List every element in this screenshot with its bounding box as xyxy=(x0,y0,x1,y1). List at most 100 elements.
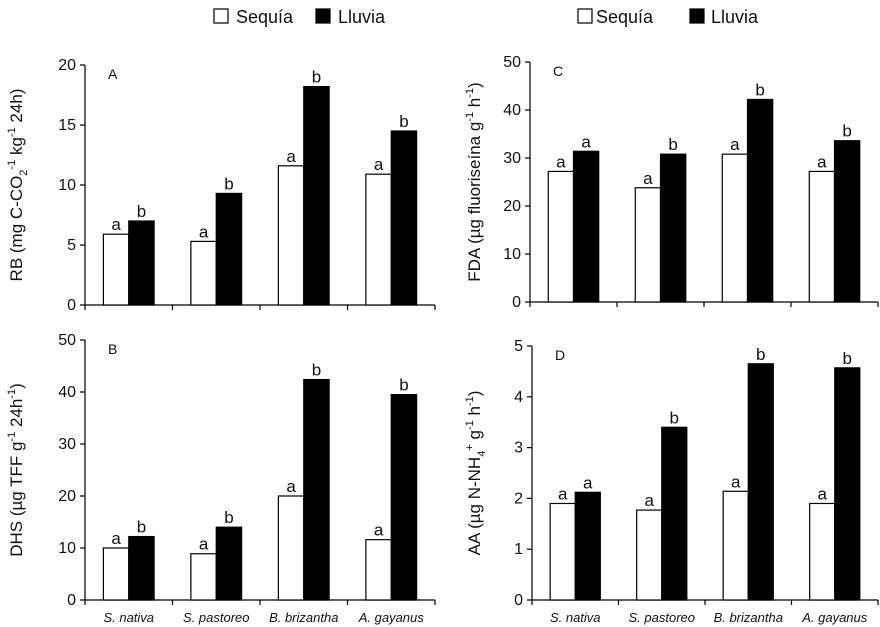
significance-letter: b xyxy=(137,518,146,537)
bar-sequia xyxy=(721,153,749,303)
category-label: A. gayanus xyxy=(801,610,868,625)
bar-sequia xyxy=(636,509,663,601)
bar-lluvia xyxy=(215,526,243,601)
bar-lluvia xyxy=(659,153,687,303)
bar-sequia xyxy=(365,173,392,306)
category-label: S. nativa xyxy=(103,610,154,625)
bar-lluvia xyxy=(215,192,243,306)
y-tick-label: 20 xyxy=(503,198,521,215)
y-axis-label: RB (mg C-CO2-1 kg-1 24h) xyxy=(6,89,30,282)
bar-lluvia xyxy=(303,378,330,601)
y-tick-label: 0 xyxy=(512,294,521,311)
significance-letter: a xyxy=(644,491,654,510)
panel-letter: A xyxy=(108,66,118,82)
category-label: S. pastoreo xyxy=(183,610,250,625)
significance-letter: b xyxy=(399,112,408,131)
y-tick-label: 50 xyxy=(58,332,76,349)
y-axis-label: DHS (µg TFF g-1 24h-1) xyxy=(6,383,26,557)
y-tick-label: 5 xyxy=(514,338,523,355)
significance-letter: b xyxy=(224,508,233,527)
significance-letter: b xyxy=(312,68,321,87)
legend-left: Sequía Lluvia xyxy=(213,7,386,27)
bar-lluvia xyxy=(303,85,330,306)
legend-swatch-sequia xyxy=(577,8,593,24)
bar-sequia xyxy=(277,495,305,601)
bar-sequia xyxy=(277,165,305,306)
y-tick-label: 15 xyxy=(58,117,76,134)
significance-letter: a xyxy=(558,484,568,503)
legend-swatch-lluvia xyxy=(315,8,331,24)
y-tick-label: 10 xyxy=(58,177,76,194)
bar-lluvia xyxy=(747,363,774,601)
y-tick-label: 50 xyxy=(503,54,521,71)
legend-swatch-lluvia xyxy=(689,8,705,24)
significance-letter: a xyxy=(730,135,740,154)
significance-letter: a xyxy=(583,473,593,492)
y-axis-label: AA (µg N-NH4+ g-1 h-1) xyxy=(464,391,488,556)
legend-label-sequia: Sequía xyxy=(596,7,654,27)
bar-sequia xyxy=(190,240,217,306)
panel-letter: B xyxy=(108,341,117,357)
significance-letter: a xyxy=(817,152,827,171)
bar-sequia xyxy=(808,170,836,303)
category-label: S. pastoreo xyxy=(629,610,696,625)
bar-lluvia xyxy=(128,220,155,306)
bar-sequia xyxy=(547,170,575,303)
category-label: B. brizantha xyxy=(714,610,783,625)
significance-letter: a xyxy=(199,222,209,241)
significance-letter: a xyxy=(581,132,591,151)
legend-label-lluvia: Lluvia xyxy=(338,7,386,27)
significance-letter: a xyxy=(286,147,296,166)
bar-sequia xyxy=(809,502,836,601)
significance-letter: b xyxy=(224,174,233,193)
y-tick-label: 0 xyxy=(67,297,76,314)
bar-lluvia xyxy=(390,394,418,601)
significance-letter: b xyxy=(399,376,408,395)
significance-letter: a xyxy=(199,535,209,554)
y-tick-label: 10 xyxy=(503,246,521,263)
significance-letter: a xyxy=(111,215,121,234)
y-tick-label: 4 xyxy=(514,389,523,406)
bar-sequia xyxy=(365,539,392,601)
y-tick-label: 0 xyxy=(514,592,523,609)
bar-sequia xyxy=(102,233,130,306)
significance-letter: a xyxy=(817,484,827,503)
significance-letter: b xyxy=(755,80,764,99)
bar-lluvia xyxy=(834,367,861,601)
bar-sequia xyxy=(102,547,130,601)
significance-letter: a xyxy=(111,529,121,548)
significance-letter: b xyxy=(668,135,677,154)
y-tick-label: 20 xyxy=(58,57,76,74)
significance-letter: b xyxy=(137,202,146,221)
bar-lluvia xyxy=(661,426,688,601)
y-tick-label: 10 xyxy=(58,540,76,557)
y-tick-label: 2 xyxy=(514,490,523,507)
category-label: B. brizantha xyxy=(269,610,338,625)
significance-letter: b xyxy=(756,345,765,364)
significance-letter: a xyxy=(374,521,384,540)
panel-letter: D xyxy=(555,347,565,363)
bar-lluvia xyxy=(833,140,861,303)
bar-lluvia xyxy=(574,491,601,601)
y-tick-label: 5 xyxy=(67,237,76,254)
y-tick-label: 0 xyxy=(67,592,76,609)
category-label: A. gayanus xyxy=(358,610,425,625)
y-tick-label: 30 xyxy=(503,150,521,167)
y-axis-label: FDA (µg fluoriseína g-1 h-1) xyxy=(464,82,484,281)
category-label: S. nativa xyxy=(550,610,601,625)
y-tick-label: 1 xyxy=(514,541,523,558)
bar-lluvia xyxy=(572,150,600,303)
bar-sequia xyxy=(634,187,662,303)
significance-letter: b xyxy=(842,122,851,141)
y-tick-label: 40 xyxy=(58,384,76,401)
significance-letter: a xyxy=(556,152,566,171)
legend-right: Sequía Lluvia xyxy=(577,7,759,27)
legend-label-sequia: Sequía xyxy=(236,7,294,27)
legend-label-lluvia: Lluvia xyxy=(711,7,759,27)
panel-letter: C xyxy=(553,63,563,79)
